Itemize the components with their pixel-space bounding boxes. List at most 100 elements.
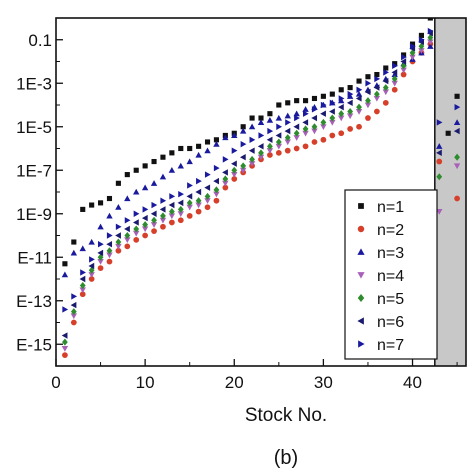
data-point — [62, 338, 68, 346]
data-point — [418, 48, 425, 54]
data-point — [311, 128, 318, 135]
data-point — [454, 195, 460, 202]
legend-marker — [358, 340, 365, 348]
data-point — [293, 110, 300, 117]
data-point — [338, 115, 345, 122]
data-point — [150, 222, 158, 228]
shaded-region — [434, 18, 466, 366]
data-point — [311, 106, 318, 113]
data-point — [70, 319, 77, 326]
data-point — [338, 103, 344, 111]
x-tick-label: 40 — [403, 373, 422, 392]
data-point — [222, 180, 229, 187]
data-point — [427, 27, 434, 35]
data-point — [106, 258, 113, 265]
data-point — [196, 143, 202, 149]
data-point — [213, 177, 219, 185]
data-point — [133, 225, 140, 233]
x-tick-label: 20 — [225, 373, 244, 392]
data-point — [257, 119, 265, 125]
data-point — [204, 147, 211, 154]
data-point — [133, 219, 139, 226]
data-point — [436, 158, 443, 165]
data-point — [213, 140, 220, 147]
data-point — [356, 123, 362, 130]
data-point — [355, 90, 363, 97]
data-point — [311, 139, 318, 145]
data-point — [177, 205, 184, 213]
data-point — [151, 228, 157, 235]
data-point — [400, 71, 407, 78]
data-point — [338, 110, 345, 118]
legend-label: n=4 — [377, 268, 404, 285]
data-point — [302, 106, 309, 112]
data-point — [61, 271, 69, 278]
data-point — [97, 223, 104, 230]
data-point — [204, 198, 211, 204]
data-point — [106, 232, 113, 239]
y-tick-label: 1E-9 — [16, 205, 52, 224]
legend-marker — [358, 203, 364, 209]
data-point — [267, 142, 273, 150]
data-point — [98, 241, 104, 248]
data-point — [364, 102, 372, 109]
legend-marker — [357, 248, 365, 255]
data-point — [347, 85, 353, 91]
data-point — [79, 291, 86, 298]
data-point — [97, 249, 104, 257]
data-point — [338, 87, 344, 93]
data-point — [97, 259, 104, 265]
data-point — [276, 102, 282, 108]
data-point — [222, 184, 229, 191]
legend-marker — [357, 294, 365, 302]
data-point — [346, 99, 353, 107]
data-point — [294, 98, 300, 104]
data-point — [373, 84, 380, 91]
data-point — [346, 113, 354, 120]
data-point — [195, 202, 202, 209]
legend-marker — [357, 272, 365, 279]
data-point — [329, 119, 336, 126]
data-point — [159, 217, 167, 224]
data-point — [186, 158, 193, 165]
data-point — [266, 136, 273, 143]
data-point — [88, 266, 95, 274]
data-point — [115, 243, 122, 250]
y-tick-label: 0.1 — [28, 31, 52, 50]
data-point — [346, 93, 354, 99]
data-point — [79, 282, 86, 290]
data-point — [231, 172, 238, 178]
data-point — [141, 184, 149, 191]
data-point — [160, 212, 166, 220]
data-point — [124, 231, 131, 240]
data-point — [293, 123, 300, 130]
data-point — [240, 140, 247, 148]
data-point — [364, 88, 371, 96]
data-point — [382, 99, 389, 106]
legend-label: n=5 — [377, 291, 404, 308]
data-point — [418, 32, 424, 38]
data-point — [373, 95, 381, 102]
data-point — [248, 123, 256, 130]
data-point — [276, 123, 283, 130]
data-point — [373, 90, 380, 98]
data-point — [320, 101, 327, 109]
data-point — [427, 43, 434, 49]
series-n-5 — [62, 34, 460, 346]
data-point — [239, 167, 247, 174]
series-n-6 — [61, 30, 460, 339]
data-point — [392, 62, 398, 70]
data-point — [329, 91, 335, 97]
data-point — [89, 202, 95, 208]
data-point — [391, 86, 398, 93]
data-point — [275, 114, 283, 121]
data-point — [418, 36, 425, 43]
data-point — [392, 61, 398, 67]
data-point — [284, 127, 291, 135]
data-point — [97, 253, 104, 261]
data-point — [347, 90, 354, 98]
data-point — [320, 118, 327, 126]
data-point — [222, 156, 229, 163]
data-point — [150, 180, 158, 186]
